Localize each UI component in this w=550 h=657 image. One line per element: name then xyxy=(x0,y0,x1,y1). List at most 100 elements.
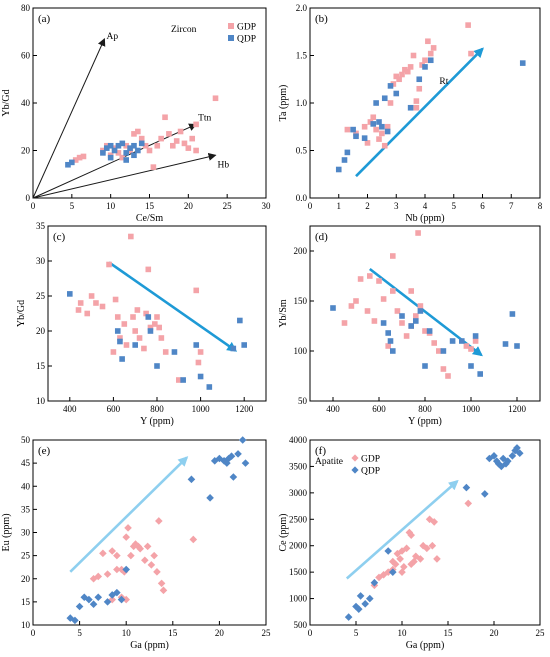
data-point-gdp xyxy=(394,308,401,314)
data-point-gdp xyxy=(94,572,103,581)
data-point-qdp xyxy=(66,614,75,622)
data-point-qdp xyxy=(492,457,501,465)
data-point-gdp xyxy=(158,335,165,341)
data-point-qdp xyxy=(514,343,520,349)
data-point-gdp xyxy=(387,100,394,106)
data-point-gdp xyxy=(128,233,134,240)
trend-arrow xyxy=(32,152,217,199)
data-point-qdp xyxy=(390,348,396,354)
data-point-gdp xyxy=(122,533,130,541)
data-point-gdp xyxy=(121,321,128,327)
data-point-gdp xyxy=(136,544,144,553)
x-tick-label: 8 xyxy=(538,201,543,211)
x-tick-label: 600 xyxy=(372,404,386,414)
data-point-gdp xyxy=(108,547,117,555)
data-point-qdp xyxy=(123,157,129,163)
data-point-gdp xyxy=(176,377,182,383)
data-point-qdp xyxy=(468,363,474,369)
data-point-gdp xyxy=(108,595,117,604)
data-point-gdp xyxy=(440,366,447,372)
data-point-qdp xyxy=(459,338,465,344)
data-point-gdp xyxy=(134,542,143,551)
trend-arrow xyxy=(32,37,106,199)
y-tick-label: 150 xyxy=(294,296,308,306)
x-tick-label: 10 xyxy=(106,201,116,211)
data-point-gdp xyxy=(120,568,129,576)
data-point-gdp xyxy=(410,52,417,59)
data-point-qdp xyxy=(230,345,237,352)
data-point-gdp xyxy=(357,276,364,282)
data-point-qdp xyxy=(154,363,160,369)
data-point-qdp xyxy=(361,135,368,141)
legend-entry: GDP xyxy=(361,455,380,465)
data-point-gdp xyxy=(89,574,98,583)
data-point-gdp xyxy=(155,517,163,525)
data-point-gdp xyxy=(153,568,161,576)
x-tick-label: 600 xyxy=(107,404,121,414)
data-point-gdp xyxy=(367,273,373,279)
data-point-qdp xyxy=(131,142,137,149)
data-point-gdp xyxy=(193,147,199,154)
x-tick-label: 4 xyxy=(423,201,428,211)
data-point-gdp xyxy=(417,303,424,309)
data-point-qdp xyxy=(354,605,363,613)
data-point-gdp xyxy=(364,308,371,314)
x-tick-label: 0 xyxy=(308,628,313,638)
data-point-qdp xyxy=(75,602,84,611)
panel-label: (a) xyxy=(38,13,51,25)
y-tick-label: 3000 xyxy=(289,488,308,498)
x-tick-label: 2 xyxy=(365,201,370,211)
data-point-qdp xyxy=(119,140,126,147)
data-point-gdp xyxy=(464,499,473,508)
data-point-gdp xyxy=(404,68,411,75)
data-point-qdp xyxy=(107,154,114,161)
data-point-qdp xyxy=(94,593,103,602)
data-point-gdp xyxy=(344,126,351,133)
data-point-gdp xyxy=(142,142,149,149)
x-tick-label: 400 xyxy=(326,404,340,414)
legend-marker xyxy=(351,466,359,474)
x-axis-title: Ga (ppm) xyxy=(406,640,445,651)
data-point-gdp xyxy=(407,64,414,70)
y-tick-label: 60 xyxy=(21,51,31,61)
data-point-qdp xyxy=(241,342,247,348)
data-point-qdp xyxy=(485,454,494,463)
y-tick-label: 35 xyxy=(36,221,46,231)
data-point-gdp xyxy=(143,310,149,317)
data-point-gdp xyxy=(403,333,410,339)
y-tick-label: 100 xyxy=(294,346,308,356)
data-point-gdp xyxy=(376,278,382,284)
x-tick-label: 400 xyxy=(63,404,77,414)
arrow-label: Hb xyxy=(218,160,230,170)
plot-frame xyxy=(309,439,541,626)
x-axis-title: Y (ppm) xyxy=(408,416,442,427)
data-point-gdp xyxy=(119,154,126,161)
legend-entry: QDP xyxy=(361,467,380,477)
data-point-qdp xyxy=(187,475,196,484)
data-point-qdp xyxy=(352,602,360,611)
data-point-qdp xyxy=(145,314,152,320)
trend-arrow xyxy=(369,267,483,357)
data-point-qdp xyxy=(132,342,138,348)
data-point-qdp xyxy=(108,591,117,599)
data-point-gdp xyxy=(117,335,123,341)
data-point-gdp xyxy=(154,142,161,149)
y-tick-label: 15 xyxy=(21,597,31,607)
x-tick-label: 20 xyxy=(184,201,194,211)
data-point-qdp xyxy=(509,311,516,317)
y-tick-label: 50 xyxy=(21,435,31,445)
y-tick-label: 1.5 xyxy=(296,51,308,61)
data-point-qdp xyxy=(481,490,489,498)
y-tick-label: 2.0 xyxy=(296,3,308,13)
data-point-gdp xyxy=(152,321,158,327)
data-point-gdp xyxy=(428,541,437,550)
data-point-gdp xyxy=(181,140,188,147)
data-point-qdp xyxy=(180,377,186,383)
x-tick-label: 6 xyxy=(480,201,485,211)
data-point-gdp xyxy=(158,135,164,142)
data-point-gdp xyxy=(110,349,117,355)
x-tick-label: 1200 xyxy=(235,404,254,414)
x-tick-label: 0 xyxy=(31,201,36,211)
data-point-gdp xyxy=(193,121,199,128)
data-point-qdp xyxy=(417,308,424,314)
